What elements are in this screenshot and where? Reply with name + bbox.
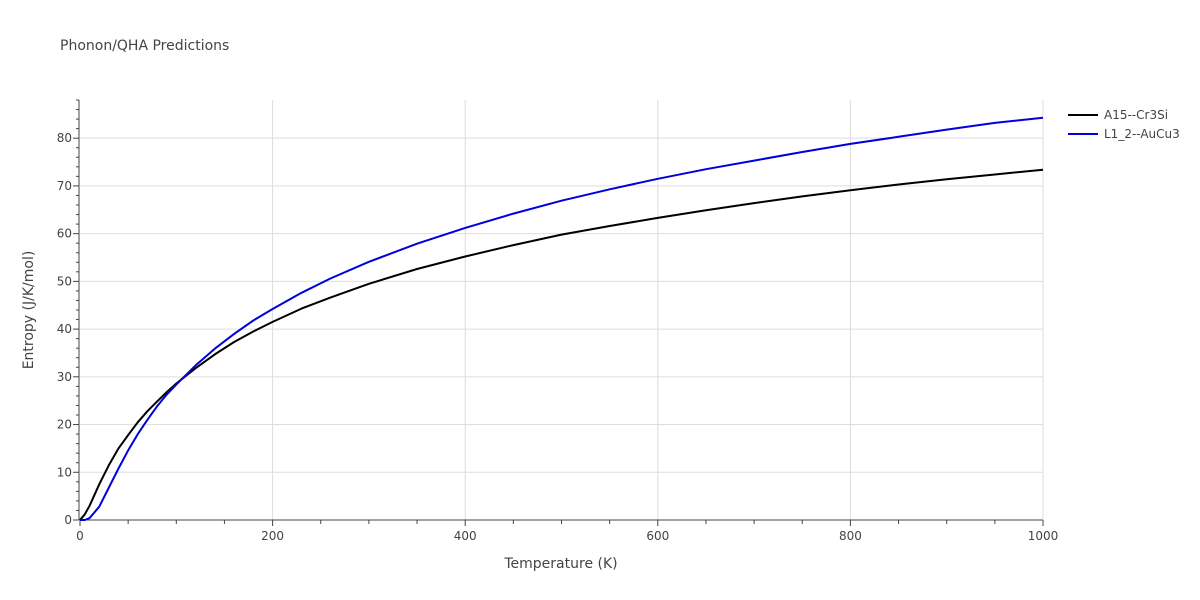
y-axis-title: Entropy (J/K/mol) bbox=[21, 251, 37, 370]
y-tick-label: 40 bbox=[57, 322, 72, 336]
chart-title: Phonon/QHA Predictions bbox=[60, 38, 229, 54]
y-tick-label: 20 bbox=[57, 418, 72, 432]
series-layer bbox=[79, 116, 1044, 521]
y-tick-label: 80 bbox=[57, 131, 72, 145]
axes-layer: 0 200 400 600 800 1000 0 10 20 30 40 50 60 70 80 bbox=[57, 99, 1059, 543]
y-tick-label: 70 bbox=[57, 179, 72, 193]
legend: A15--Cr3Si L1_2--AuCu3 bbox=[1068, 108, 1180, 141]
x-tick-label: 200 bbox=[261, 529, 284, 543]
y-tick-label: 50 bbox=[57, 274, 72, 288]
x-axis-title: Temperature (K) bbox=[503, 556, 617, 572]
y-tick-label: 0 bbox=[64, 513, 72, 527]
series-line-2 bbox=[80, 116, 1044, 521]
x-tick-label: 800 bbox=[839, 529, 862, 543]
x-tick-label: 600 bbox=[646, 529, 669, 543]
legend-label: A15--Cr3Si bbox=[1104, 108, 1168, 122]
series-line-1 bbox=[79, 168, 1044, 521]
grid-layer bbox=[80, 100, 1044, 520]
y-tick-label: 60 bbox=[57, 227, 72, 241]
x-tick-label: 1000 bbox=[1028, 529, 1059, 543]
x-tick-label: 400 bbox=[454, 529, 477, 543]
y-tick-label: 30 bbox=[57, 370, 72, 384]
x-tick-label: 0 bbox=[76, 529, 84, 543]
legend-label: L1_2--AuCu3 bbox=[1104, 127, 1180, 141]
y-tick-label: 10 bbox=[57, 465, 72, 479]
